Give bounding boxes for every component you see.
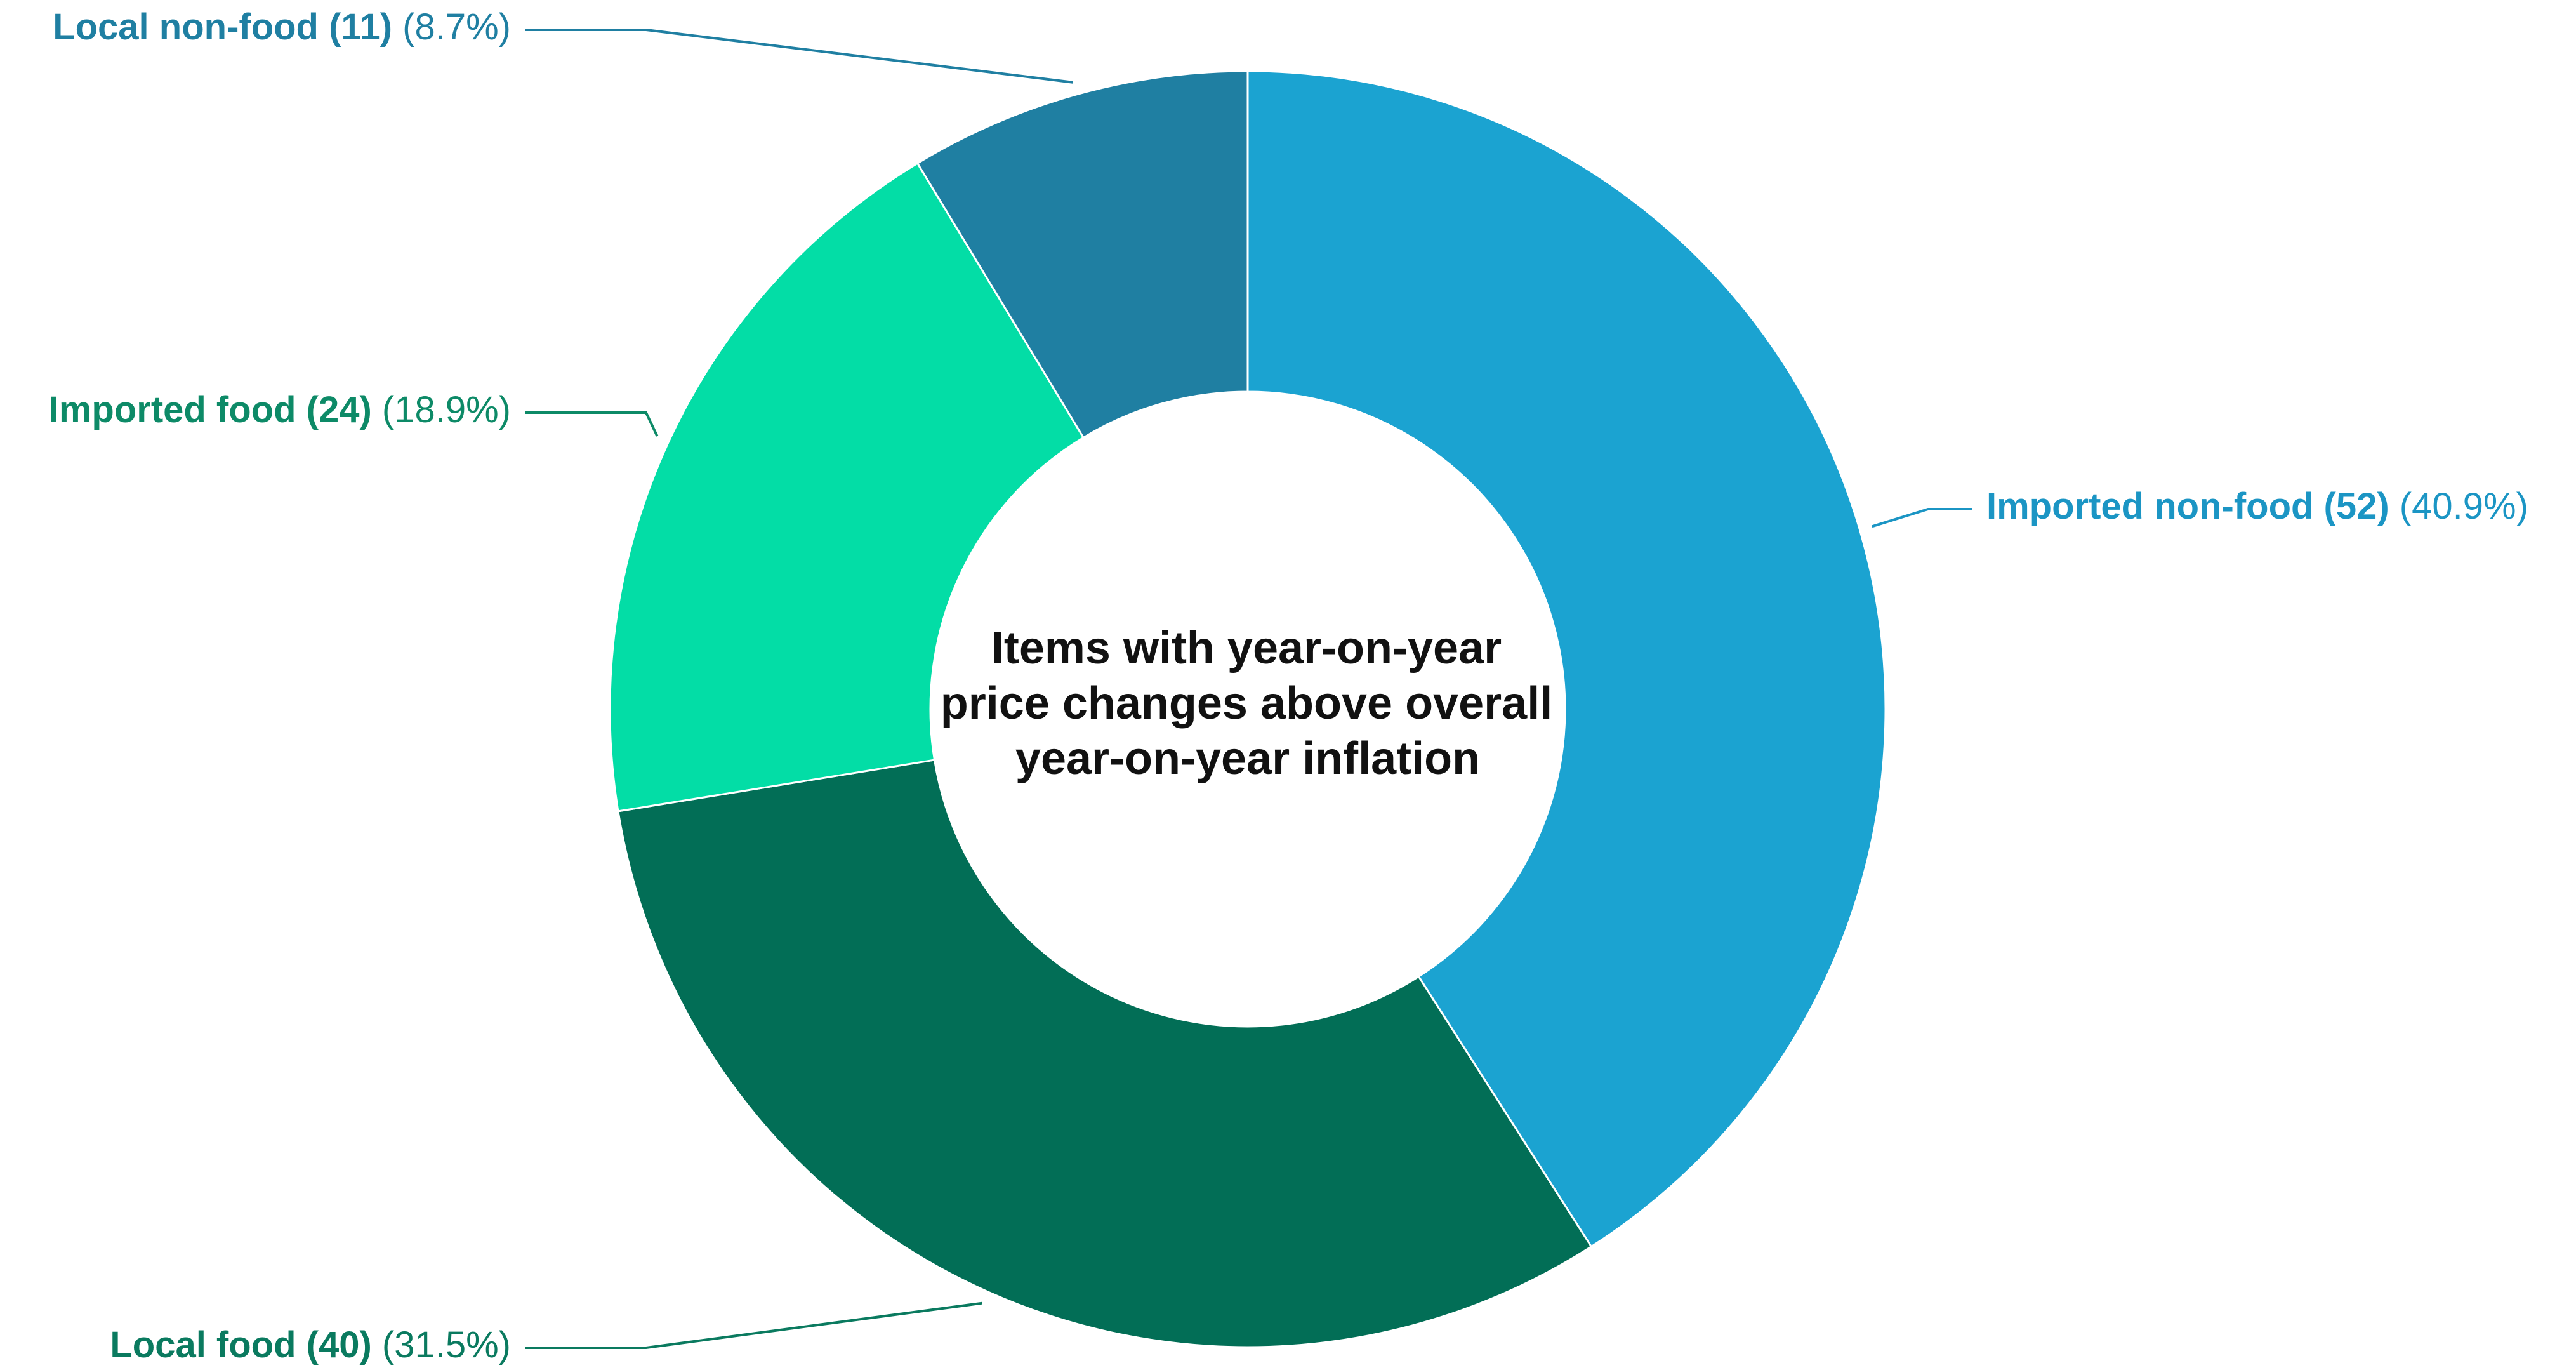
label-name: Imported food (24) [49,389,372,430]
leader-line-imported-non-food [1872,508,1972,528]
slice-imported-non-food [1246,70,1887,1248]
center-title-line-1: Items with year-on-year [991,623,1502,674]
center-title: Items with year-on-year price changes ab… [941,623,1555,784]
label-percent: (8.7%) [392,6,511,48]
slice-imported-food [609,162,1085,813]
leader-lines [525,29,1972,1349]
label-percent: (18.9%) [372,389,511,430]
slice-local-non-food [916,70,1249,439]
center-title-line-3: year-on-year inflation [1015,733,1480,784]
slice-local-food [617,759,1593,1348]
leader-line-imported-food [525,411,659,437]
label-name: Imported non-food (52) [1986,486,2389,527]
label-local-food: Local food (40) (31.5%) [110,1324,511,1366]
center-title-line-2: price changes above overall [941,678,1552,729]
donut-slices [609,70,1887,1348]
leader-line-local-food [525,1301,982,1349]
label-imported-non-food: Imported non-food (52) (40.9%) [1986,486,2528,527]
label-imported-food: Imported food (24) (18.9%) [49,389,511,430]
leader-line-local-non-food [525,29,1073,84]
label-name: Local food (40) [110,1324,371,1366]
label-name: Local non-food (11) [53,6,392,48]
label-percent: (40.9%) [2389,486,2528,527]
slice-labels: Imported non-food (52) (40.9%) Local food… [49,6,2528,1366]
label-local-non-food: Local non-food (11) (8.7%) [53,6,511,48]
label-percent: (31.5%) [372,1324,511,1366]
